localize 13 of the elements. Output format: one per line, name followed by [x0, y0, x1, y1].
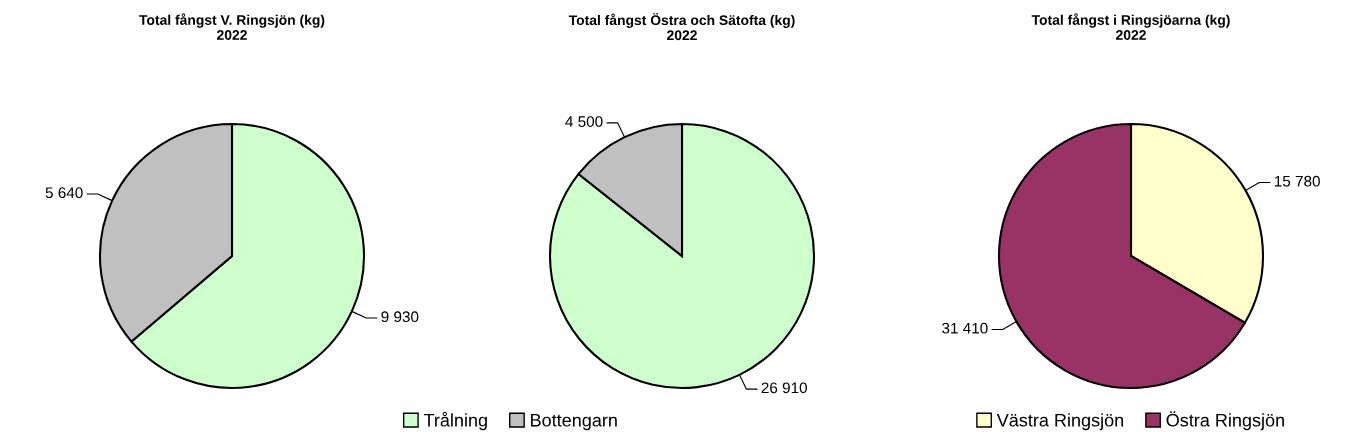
chart-title: Total fångst V. Ringsjön (kg) 2022 [139, 13, 325, 40]
data-label: 31 410 [942, 322, 988, 334]
legend-label: Västra Ringsjön [996, 413, 1124, 431]
chart-title: Total fångst i Ringsjöarna (kg) 2022 [1031, 13, 1230, 40]
chart-title: Total fångst Östra och Sätofta (kg) 2022 [568, 13, 795, 41]
data-label: 5 640 [45, 187, 83, 199]
legend-label: Bottengarn [531, 413, 617, 431]
data-label: 26 910 [761, 382, 807, 394]
legend-label: Östra Ringsjön [1166, 411, 1284, 431]
data-label: 15 780 [1274, 175, 1320, 187]
data-label: 4 500 [565, 116, 603, 127]
data-label: 9 930 [381, 311, 419, 323]
legend-label: Trålning [423, 411, 487, 431]
